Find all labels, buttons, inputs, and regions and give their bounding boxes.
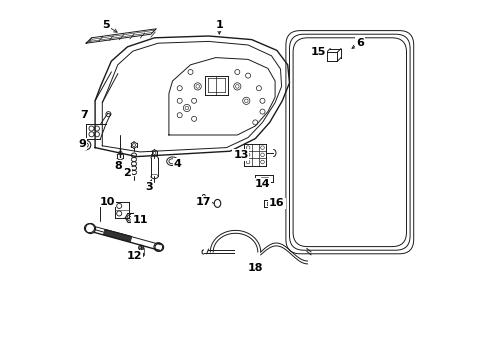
Text: 4: 4 (174, 159, 182, 169)
Text: 7: 7 (80, 110, 88, 120)
Text: 11: 11 (132, 215, 147, 225)
Text: 16: 16 (268, 198, 284, 208)
Text: 17: 17 (195, 197, 210, 207)
Text: 14: 14 (254, 179, 270, 189)
Text: 12: 12 (127, 251, 142, 261)
Text: 18: 18 (247, 263, 263, 273)
Text: 9: 9 (79, 139, 86, 149)
Text: 15: 15 (310, 47, 325, 57)
Text: 1: 1 (215, 20, 223, 30)
Text: 8: 8 (114, 161, 122, 171)
Text: 13: 13 (233, 150, 248, 160)
Text: 10: 10 (100, 197, 115, 207)
Text: 5: 5 (102, 20, 109, 30)
Polygon shape (103, 229, 132, 242)
Text: 3: 3 (145, 182, 153, 192)
Text: 6: 6 (355, 38, 363, 48)
Text: 2: 2 (123, 168, 131, 178)
